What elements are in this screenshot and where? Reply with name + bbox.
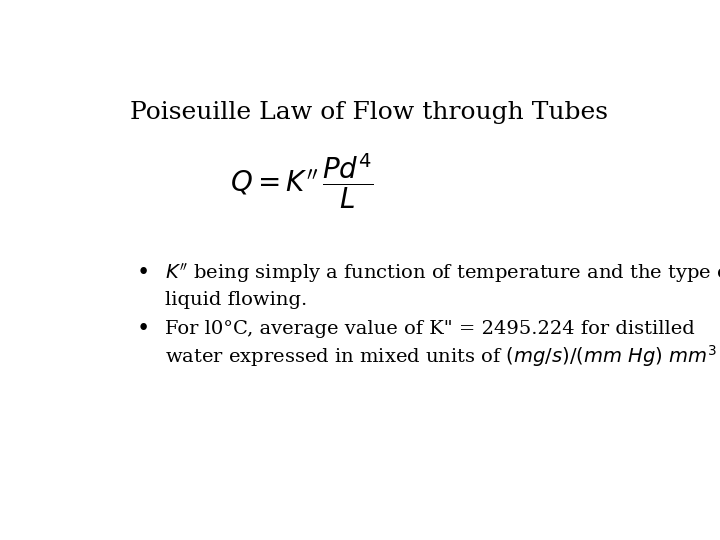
Text: •: • [136, 318, 150, 340]
Text: water expressed in mixed units of $\mathit{(mg/s)/(mm\ Hg)\ mm^3}$$\bullet$: water expressed in mixed units of $\math… [166, 343, 720, 369]
Text: liquid flowing.: liquid flowing. [166, 291, 307, 309]
Text: •: • [136, 262, 150, 284]
Text: $\mathit{K^{\prime\prime}}$ being simply a function of temperature and the type : $\mathit{K^{\prime\prime}}$ being simply… [166, 261, 720, 285]
Text: For l0°C, average value of K" = 2495.224 for distilled: For l0°C, average value of K" = 2495.224… [166, 320, 695, 338]
Text: $Q = K^{\prime\prime}\,\dfrac{Pd^4}{L}$: $Q = K^{\prime\prime}\,\dfrac{Pd^4}{L}$ [230, 151, 374, 211]
Text: Poiseuille Law of Flow through Tubes: Poiseuille Law of Flow through Tubes [130, 101, 608, 124]
